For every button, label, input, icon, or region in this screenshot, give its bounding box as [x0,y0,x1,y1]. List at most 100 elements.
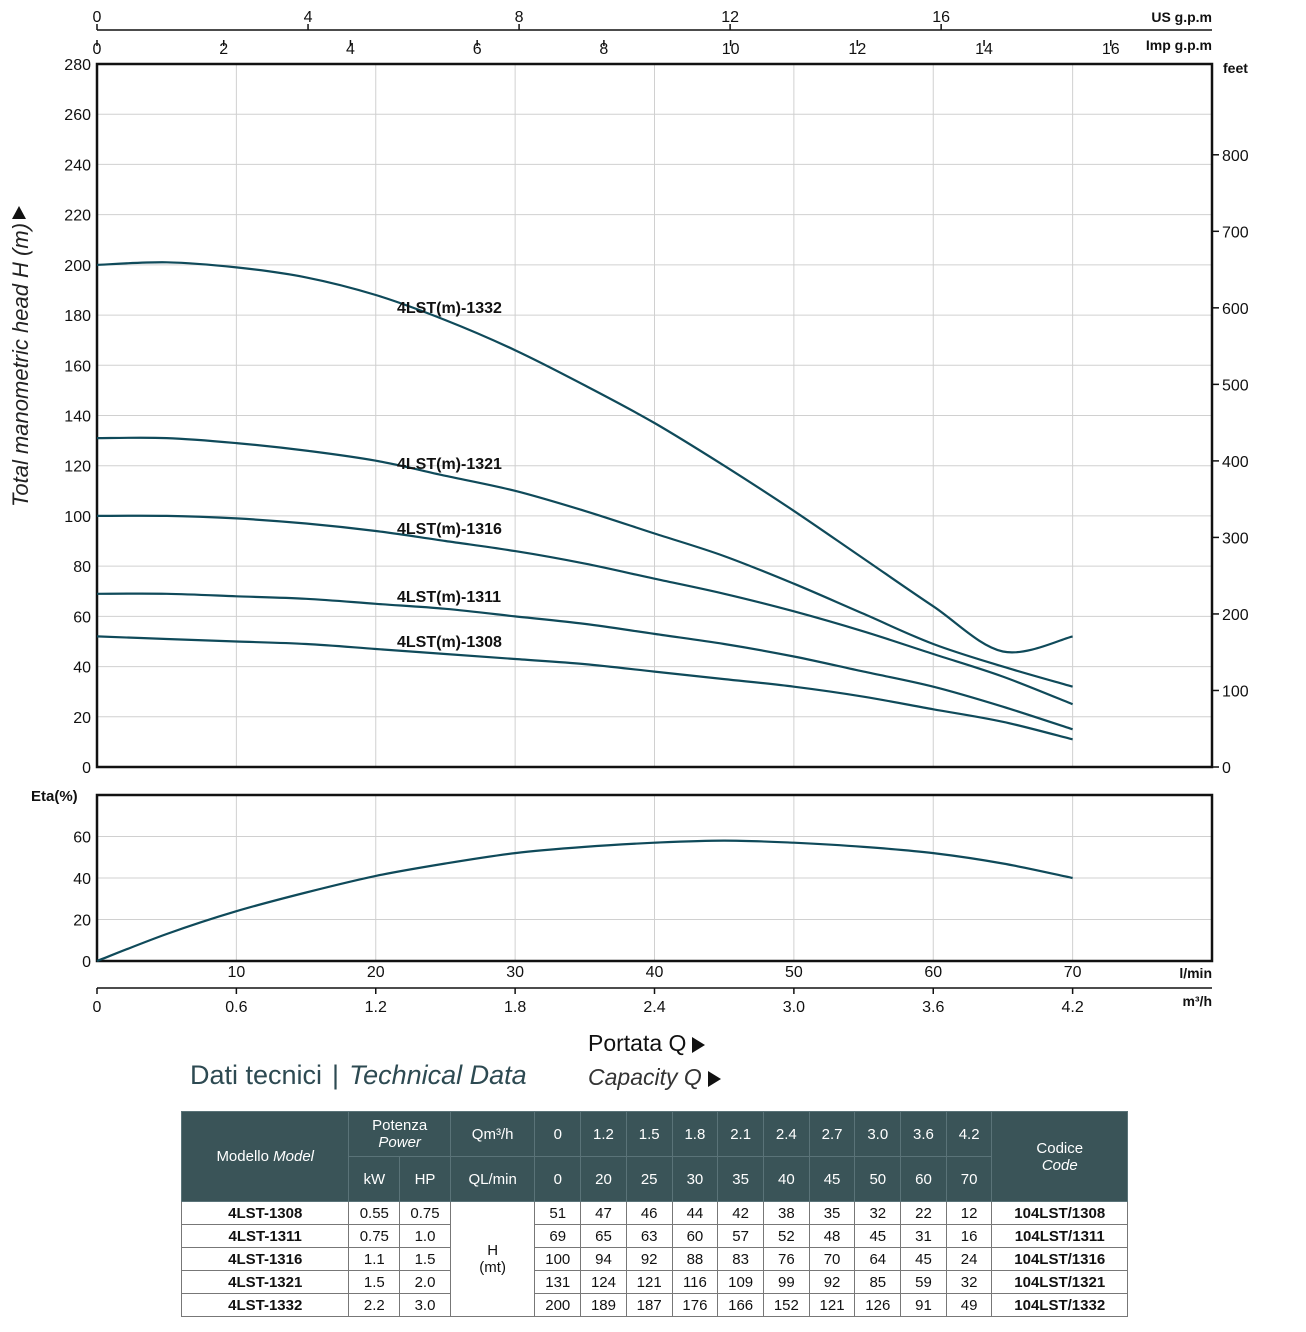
arrow-right-icon [692,1036,706,1053]
x-tick-label-m3h: 3.0 [783,999,805,1016]
head-value-cell: 166 [717,1293,764,1317]
head-value-cell: 45 [900,1247,947,1271]
portata-text: Portata Q [588,1030,687,1056]
qm3h-value-header: 2.1 [717,1111,764,1157]
head-value-cell: 46 [625,1201,673,1225]
head-value-cell: 85 [854,1270,902,1294]
kw-cell: 0.55 [348,1201,401,1225]
head-curve [96,514,1074,706]
technical-data-text: Technical Data [349,1060,527,1090]
top-imp-tick-label: 14 [975,41,993,58]
head-value-cell: 51 [534,1201,582,1225]
curve-label: 4LST(m)-1311 [397,589,501,606]
portata-caption: Portata Q [588,1030,706,1057]
head-value-cell: 24 [945,1247,993,1271]
top-imp-tick-label: 8 [599,41,608,58]
hp-cell: 1.0 [399,1224,451,1248]
x-tick-label-m3h: 1.8 [504,999,526,1016]
x-tick-label-lmin: 40 [646,964,664,981]
pump-performance-chart: 0204060801001201401601802002202402602800… [8,9,1249,1016]
code-header: Codice Code [991,1111,1128,1202]
x-tick-label-m3h: 0 [93,999,102,1016]
model-cell: 4LST-1316 [180,1247,350,1271]
head-value-cell: 176 [671,1293,719,1317]
top-imp-tick-label: 6 [473,41,482,58]
head-value-cell: 45 [854,1224,902,1248]
head-value-cell: 92 [808,1270,856,1294]
qm3h-value-header: 2.7 [808,1111,856,1157]
hp-cell: 0.75 [399,1201,451,1225]
qlmin-value-header: 60 [900,1156,947,1202]
x-tick-label-lmin: 20 [367,964,385,981]
x-tick-label-lmin: 70 [1064,964,1082,981]
x-tick-label-m3h: 2.4 [643,999,665,1016]
table-header-row: kW HP QL/min 0 20 25 30 35 40 45 50 60 70 [182,1156,1128,1202]
code-cell: 104LST/1316 [991,1247,1128,1271]
head-curve [96,635,1073,741]
eta-y-tick-label: 0 [82,954,91,971]
head-value-cell: 48 [808,1224,856,1248]
x-tick-label-m3h: 4.2 [1062,999,1084,1016]
head-value-cell: 64 [854,1247,902,1271]
model-cell: 4LST-1311 [180,1224,350,1248]
curve-label: 4LST(m)-1321 [397,456,502,473]
qlmin-value-header: 0 [534,1156,582,1202]
technical-data-heading: Dati tecnici | Technical Data [190,1060,527,1091]
head-value-cell: 88 [671,1247,719,1271]
x-tick-label-lmin: 50 [785,964,803,981]
y-tick-label: 100 [64,509,91,526]
table-row: 4LST-1316 1.1 1.5 100 94 92 88 83 76 70 64 45 24 104L… [180,1247,1128,1271]
table-row: 4LST-1332 2.2 3.0 200 189 187 176 166 152 121 126 9… [180,1293,1128,1317]
y-tick-label: 220 [64,208,91,225]
right-tick-label: 400 [1222,454,1249,471]
qlmin-value-header: 30 [671,1156,719,1202]
qm3h-header: Qm³/h [449,1111,536,1157]
code-cell: 104LST/1308 [991,1201,1128,1225]
y-tick-label: 280 [64,57,91,74]
y-tick-label: 40 [73,660,91,677]
head-value-cell: 100 [534,1247,582,1271]
head-value-cell: 47 [580,1201,627,1225]
y-tick-label: 60 [73,609,91,626]
kw-header: kW [348,1156,401,1202]
arrow-up-icon [12,206,26,219]
code-header-en: Code [1041,1156,1078,1174]
head-value-cell: 49 [945,1293,993,1317]
dati-tecnici-text: Dati tecnici [190,1060,323,1090]
head-value-cell: 124 [580,1270,627,1294]
head-value-cell: 94 [580,1247,627,1271]
x-tick-label-m3h: 0.6 [225,999,247,1016]
head-value-cell: 65 [580,1224,627,1248]
eta-plot-frame [95,793,1214,963]
table-header-row: Modello Model Potenza Power Qm³/h 0 1.2 1.… [180,1111,1128,1202]
head-value-cell: 12 [945,1201,993,1225]
eta-y-tick-label: 40 [73,871,91,888]
curve-label: 4LST(m)-1308 [397,634,502,651]
top-axis-imp-label: Imp g.p.m [1146,37,1212,53]
head-value-cell: 60 [671,1224,719,1248]
top-imp-tick-label: 0 [93,41,102,58]
eta-axis-label: Eta(%) [31,788,78,805]
x-tick-label-lmin: 60 [924,964,942,981]
right-tick-label: 300 [1222,530,1249,547]
head-value-cell: 44 [671,1201,719,1225]
capacity-text: Capacity Q [588,1064,702,1090]
head-value-cell: 131 [534,1270,582,1294]
power-header: Potenza Power [348,1111,451,1157]
right-tick-label: 800 [1222,148,1249,165]
right-axis-label: feet [1223,60,1248,76]
qlmin-value-header: 35 [717,1156,764,1202]
kw-cell: 1.1 [348,1247,401,1271]
head-value-cell: 109 [717,1270,764,1294]
code-cell: 104LST/1321 [991,1270,1128,1294]
kw-cell: 2.2 [348,1293,401,1317]
qlmin-value-header: 50 [854,1156,902,1202]
top-imp-tick-label: 4 [346,41,355,58]
head-value-cell: 99 [762,1270,810,1294]
head-value-cell: 32 [945,1270,993,1294]
y-axis-title: Total manometric head H (m) [8,223,33,507]
head-label: H [487,1242,499,1259]
y-tick-label: 200 [64,258,91,275]
y-tick-label: 120 [64,459,91,476]
right-tick-label: 200 [1222,607,1249,624]
